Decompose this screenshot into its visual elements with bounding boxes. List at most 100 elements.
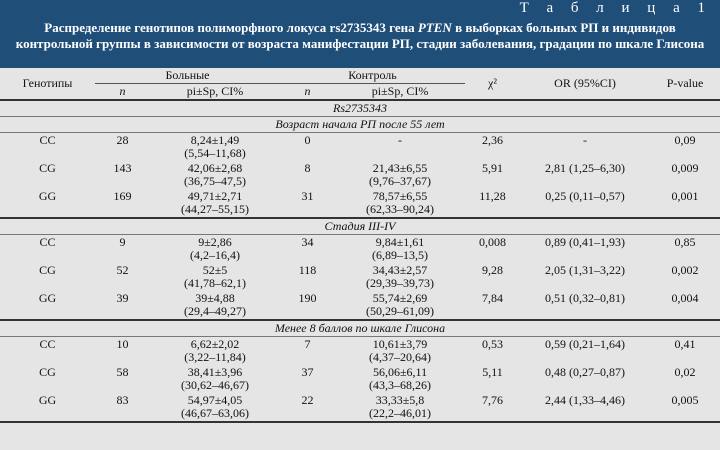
cell-pi-patients: 38,41±3,96 (30,62–46,67): [150, 365, 280, 393]
caption-part2: в выборках больных РП и индивидов контро…: [15, 20, 705, 51]
cell-genotype: CC: [39, 337, 56, 351]
section-title-row: Стадия III-IV: [0, 217, 720, 235]
value-main: 33,33±5,8: [375, 393, 425, 407]
caption-gene: PTEN: [417, 20, 452, 35]
cell-pvalue: 0,005: [650, 393, 720, 423]
cell-n-patients: 169: [113, 189, 132, 203]
cell-n-patients: 10: [116, 337, 129, 351]
cell-pi-patients: 39±4,88 (29,4–49,27): [150, 291, 280, 320]
cell-genotype: GG: [38, 291, 57, 305]
section-title-row: Возраст начала РП после 55 лет: [0, 116, 720, 133]
value-main: 56,06±6,11: [372, 365, 428, 379]
col-pvalue: P-value: [650, 68, 720, 101]
cell-pvalue: 0,41: [674, 337, 696, 351]
cell-n-patients: 83: [95, 393, 150, 423]
value-ci: (62,33–90,24): [366, 202, 435, 216]
header-row-2: n pi±Sp, CI% n pi±Sp, CI%: [0, 83, 720, 101]
value-main: 55,74±2,69: [372, 291, 428, 305]
cell-pi-patients: 49,71±2,71 (44,27–55,15): [150, 189, 280, 218]
value-main: 52±5: [202, 263, 228, 277]
cell-pi-control: 78,57±6,55 (62,33–90,24): [335, 189, 465, 218]
cell-n-control: 34: [301, 235, 314, 249]
cell-pvalue: 0,001: [671, 189, 699, 203]
cell-genotype: GG: [0, 393, 95, 423]
value-ci: (29,4–49,27): [184, 304, 246, 318]
cell-pi-control: 34,43±2,57 (29,39–39,73): [335, 263, 465, 291]
cell-chi2: 11,28: [479, 189, 506, 203]
cell-n-control: 31: [301, 189, 314, 203]
value-ci: (50,29–61,09): [366, 304, 435, 318]
genotype-table: Генотипы Больные Контроль χ² OR (95%CI) …: [0, 68, 720, 423]
value-ci: (6,89–13,5): [372, 248, 429, 262]
table-row: CG 52 52±5 (41,78–62,1) 118 34,43±2,57 (29,39–…: [0, 263, 720, 291]
cell-or: 2,44 (1,33–4,46): [520, 393, 651, 423]
cell-pi-control: 55,74±2,69 (50,29–61,09): [335, 291, 465, 320]
cell-n-patients: 28: [116, 133, 129, 147]
cell-n-control: 118: [298, 263, 317, 277]
value-main: 38,41±3,96: [187, 365, 243, 379]
cell-or: 0,51 (0,32–0,81): [545, 291, 626, 305]
cell-n-patients: 143: [113, 161, 132, 175]
col-n-patients: n: [95, 83, 150, 101]
cell-pvalue: 0,85: [674, 235, 696, 249]
col-or: OR (95%CI): [520, 68, 651, 101]
cell-or: 2,05 (1,31–3,22): [545, 263, 626, 277]
value-ci: (46,67–63,06): [181, 406, 249, 420]
value-main: 49,71±2,71: [187, 189, 243, 203]
col-control: Контроль: [348, 68, 397, 82]
value-main: 42,06±2,68: [187, 161, 243, 175]
cell-chi2: 5,11: [482, 365, 503, 379]
value-main: 78,57±6,55: [372, 189, 428, 203]
table-row: CC 9 9±2,86 (4,2–16,4) 34 9,84±1,61 (6,89–13,5…: [0, 235, 720, 264]
cell-pi-patients: 42,06±2,68 (36,75–47,5): [150, 161, 280, 189]
col-pi-control: pi±Sp, CI%: [335, 83, 466, 101]
cell-genotype: CC: [39, 133, 56, 147]
value-ci: (9,76–37,67): [369, 174, 432, 188]
section-title: Возраст начала РП после 55 лет: [0, 116, 720, 133]
cell-or: 0,89 (0,41–1,93): [545, 235, 626, 249]
value-ci: (4,37–20,64): [369, 350, 432, 364]
cell-pvalue: 0,02: [674, 365, 696, 379]
cell-genotype: GG: [38, 189, 57, 203]
cell-chi2: 7,84: [482, 291, 504, 305]
table-header-banner: Т а б л и ц а 1 Распределение генотипов …: [0, 0, 720, 68]
cell-pi-control: -: [335, 133, 465, 162]
caption-part1: Распределение генотипов полиморфного лок…: [44, 20, 418, 35]
cell-chi2: 2,36: [482, 133, 504, 147]
section-title: Стадия III-IV: [0, 217, 720, 235]
cell-or: -: [583, 133, 588, 147]
value-main: 8,24±1,49: [190, 133, 240, 147]
cell-n-control: 22: [280, 393, 336, 423]
value-main: 10,61±3,79: [372, 337, 428, 351]
cell-or: 0,59 (0,21–1,64): [545, 337, 626, 351]
cell-genotype: CG: [39, 161, 56, 175]
cell-n-control: 190: [298, 291, 317, 305]
cell-or: 0,25 (0,11–0,57): [545, 189, 625, 203]
section-title-row: Менее 8 баллов по шкале Глисона: [0, 319, 720, 337]
cell-pvalue: 0,002: [671, 263, 699, 277]
locus-row: Rs2735343: [0, 100, 720, 117]
cell-n-patients: 39: [116, 291, 129, 305]
value-main: 34,43±2,57: [372, 263, 428, 277]
table-caption: Распределение генотипов полиморфного лок…: [8, 20, 712, 51]
table-row: CC 28 8,24±1,49 (5,54–11,68) 0 - 2,36 - 0,09: [0, 133, 720, 162]
cell-pi-control: 10,61±3,79 (4,37–20,64): [335, 337, 465, 366]
cell-n-patients: 9: [119, 235, 126, 249]
value-ci: (41,78–62,1): [184, 276, 246, 290]
table-row: CG 143 42,06±2,68 (36,75–47,5) 8 21,43±6,55 (9…: [0, 161, 720, 189]
cell-n-control: 7: [304, 337, 311, 351]
value-ci: (4,2–16,4): [190, 248, 240, 262]
col-chi2: χ²: [465, 68, 521, 101]
cell-n-control: 8: [304, 161, 311, 175]
cell-n-patients: 52: [116, 263, 129, 277]
cell-pi-control: 21,43±6,55 (9,76–37,67): [335, 161, 465, 189]
cell-chi2: 9,28: [482, 263, 504, 277]
table-row: GG 169 49,71±2,71 (44,27–55,15) 31 78,57±6,55…: [0, 189, 720, 218]
value-main: 54,97±4,05: [187, 393, 243, 407]
value-ci: (36,75–47,5): [184, 174, 246, 188]
cell-pi-patients: 6,62±2,02 (3,22–11,84): [150, 337, 280, 366]
value-ci: (29,39–39,73): [366, 276, 435, 290]
value-ci: (5,54–11,68): [184, 146, 246, 160]
cell-genotype: CG: [39, 263, 56, 277]
table-row: CC 10 6,62±2,02 (3,22–11,84) 7 10,61±3,79 (4,3…: [0, 337, 720, 366]
